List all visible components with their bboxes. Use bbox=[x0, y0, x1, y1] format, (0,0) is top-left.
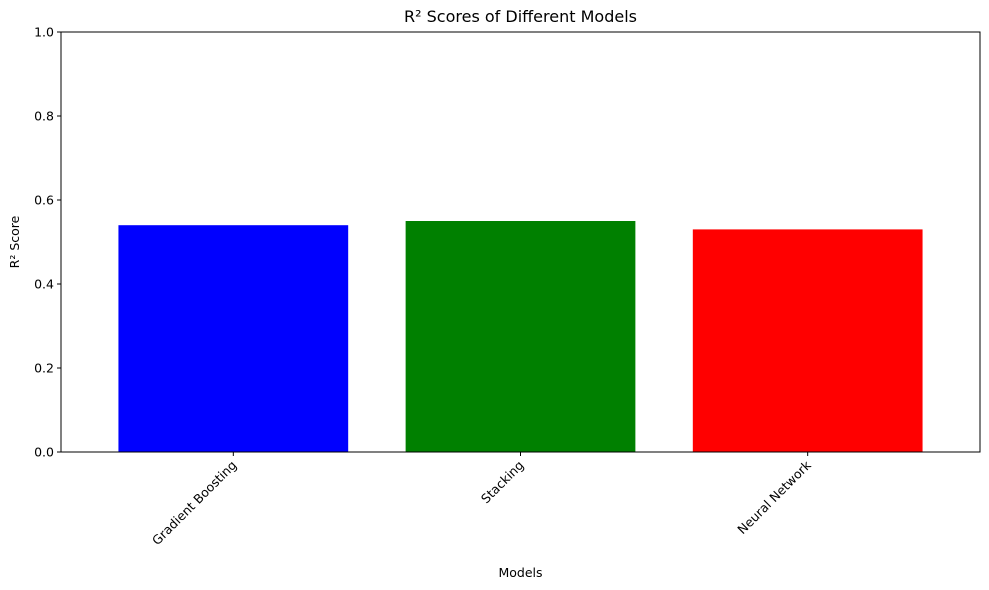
chart-title: R² Scores of Different Models bbox=[404, 7, 637, 26]
x-axis-label: Models bbox=[498, 565, 542, 580]
y-tick-label: 0.0 bbox=[34, 445, 54, 460]
y-tick-label: 1.0 bbox=[34, 25, 54, 40]
bar-gradient-boosting bbox=[118, 225, 349, 452]
y-tick-label: 0.4 bbox=[34, 277, 54, 292]
y-axis-label: R² Score bbox=[7, 215, 22, 268]
bar-neural-network bbox=[692, 229, 923, 452]
bar-stacking bbox=[405, 221, 636, 452]
y-tick-label: 0.2 bbox=[34, 361, 54, 376]
y-tick-label: 0.6 bbox=[34, 193, 54, 208]
plot-frame bbox=[60, 31, 981, 453]
x-tick-label: Stacking bbox=[478, 458, 527, 507]
y-tick-label: 0.8 bbox=[34, 109, 54, 124]
x-axis: Gradient Boosting Stacking Neural Network bbox=[149, 452, 814, 548]
y-axis: 0.0 0.2 0.4 0.6 0.8 1.0 bbox=[34, 25, 61, 460]
x-tick-label: Gradient Boosting bbox=[149, 458, 240, 549]
bars-group bbox=[118, 221, 923, 452]
x-tick-label: Neural Network bbox=[734, 457, 814, 537]
